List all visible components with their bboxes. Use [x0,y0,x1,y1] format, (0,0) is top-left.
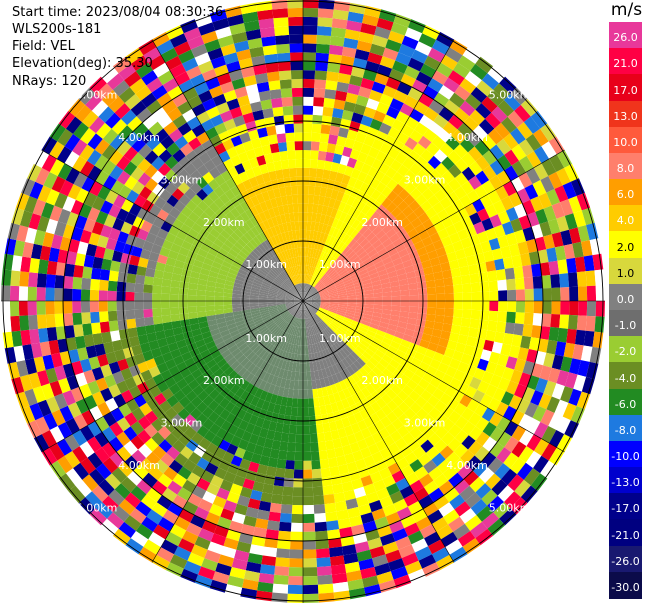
range-label: 2.00km [203,374,245,387]
azimuth-line [41,300,304,453]
range-label: 3.00km [161,173,203,186]
range-label: 2.00km [361,374,403,387]
colorbar-swatch [609,100,642,128]
colorbar-swatch [609,205,642,233]
nrays-text: NRays: 120 [12,74,87,89]
colorbar-tick-label: -10.0 [611,450,640,464]
colorbar-swatch [609,362,642,390]
colorbar-tick-label: -30.0 [611,580,640,594]
colorbar-swatch [609,283,642,311]
colorbar-tick-label: 13.0 [613,109,638,123]
colorbar-swatch [609,545,642,573]
range-label: 5.00km [76,502,118,515]
field-text: Field: VEL [12,39,75,54]
azimuth-line [302,300,565,453]
colorbar-swatch [609,467,642,494]
range-label: 3.00km [404,173,446,186]
range-label: 2.00km [203,216,245,229]
colorbar-swatch [609,336,642,363]
azimuth-line [151,300,304,563]
azimuth-line [302,149,565,302]
colorbar-tick-label: -17.0 [611,502,640,516]
range-label: 1.00km [245,258,287,271]
azimuth-line [41,149,304,302]
colorbar-swatch [609,48,642,75]
colorbar-swatch [609,74,642,102]
range-label: 1.00km [245,332,287,345]
colorbar-tick-label: -8.0 [614,423,637,437]
colorbar-swatch [609,126,642,154]
elevation-text: Elevation(deg): 35.30 [12,56,153,71]
colorbar-tick-label: 17.0 [613,83,638,97]
range-label: 3.00km [161,417,203,430]
colorbar-tick-label: 2.0 [616,240,635,254]
velocity-colorbar: 26.0 21.0 17.0 13.0 10.0 8.0 6.0 4.0 2.0 1.0 0.0 -1… [609,22,642,599]
colorbar-swatch [609,152,642,180]
colorbar-tick-label: 21.0 [613,57,638,71]
colorbar-swatch [609,440,642,468]
range-label: 5.00km [489,502,531,515]
range-label: 2.00km [361,216,403,229]
start-time-text: Start time: 2023/08/04 08:30:36 [12,5,224,20]
colorbar-swatch [609,310,642,337]
colorbar-tick-label: 8.0 [616,162,635,176]
colorbar-tick-label: 10.0 [613,135,638,149]
colorbar-tick-label: 0.0 [616,292,635,306]
colorbar-tick-label: -21.0 [611,528,640,542]
range-label: 4.00km [118,459,160,472]
colorbar-tick-label: -1.0 [614,319,637,333]
colorbar-swatch [609,519,642,547]
range-label: 3.00km [404,417,446,430]
colorbar-tick-label: 1.0 [616,266,635,280]
colorbar-tick-label: -6.0 [614,397,637,411]
colorbar-swatch [609,22,642,49]
colorbar-swatch [609,493,642,521]
ppi-scan-plot: 1.00km 2.00km 3.00km 4.00km 5.00km 1.00km 2.00… [1,0,605,603]
range-label: 4.00km [118,131,160,144]
azimuth-line [302,300,455,563]
colorbar-swatch [609,231,642,259]
colorbar-tick-label: 6.0 [616,188,635,202]
colorbar-swatch [609,179,642,206]
colorbar-swatch [609,414,642,442]
range-label: 5.00km [489,89,531,102]
colorbar-swatch [609,388,642,416]
colorbar-swatch [609,571,642,599]
colorbar-tick-label: -13.0 [611,476,640,490]
colorbar-tick-label: 26.0 [613,31,638,45]
azimuth-line [151,39,304,302]
range-label: 4.00km [446,131,488,144]
colorbar-tick-label: -2.0 [614,345,637,359]
site-name-text: WLS200s-181 [12,22,102,37]
range-rings: 1.00km 2.00km 3.00km 4.00km 5.00km 1.00km 2.00… [1,0,605,603]
colorbar-swatch [609,257,642,285]
range-label: 1.00km [319,332,361,345]
range-label: 5.00km [76,89,118,102]
range-label: 4.00km [446,459,488,472]
scan-metadata: Start time: 2023/08/04 08:30:36 WLS200s-… [12,4,223,90]
colorbar-tick-label: 4.0 [616,214,635,228]
colorbar-tick-label: -4.0 [614,371,637,385]
azimuth-line [302,39,455,302]
colorbar-tick-label: -26.0 [611,554,640,568]
colorbar-unit: m/s [610,0,643,20]
range-label: 1.00km [319,258,361,271]
